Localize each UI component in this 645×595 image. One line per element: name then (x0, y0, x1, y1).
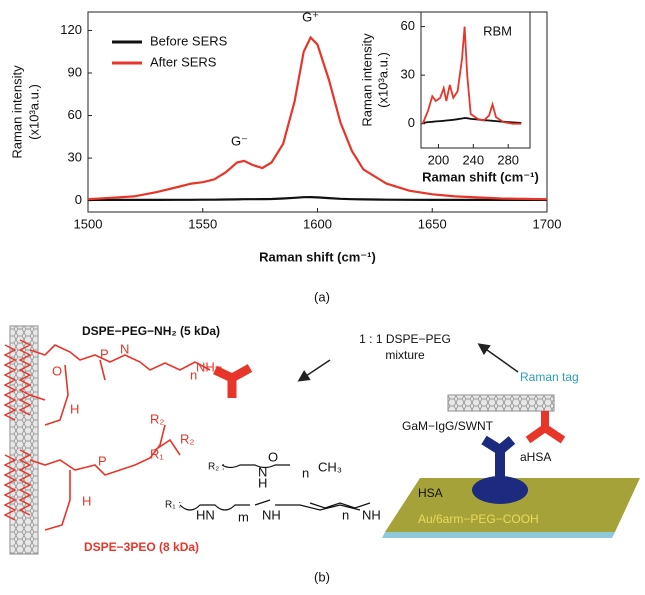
series-line (87, 35, 548, 201)
swnt-tag (447, 394, 555, 412)
plot-frame (420, 11, 531, 149)
swnt-shade (448, 395, 554, 411)
inset-plot: 200 240 280 0 30 60 RBM Raman shift (cm⁻¹) Raman… (359, 11, 539, 184)
series-line (88, 195, 547, 201)
atom-label: n (342, 507, 349, 522)
label: DSPE−PEG−NH₂ (5 kDa) (82, 324, 220, 338)
annotation: G⁻ (231, 133, 248, 148)
label: DSPE−3PEO (8 kDa) (84, 540, 199, 554)
x-tick-label: 280 (497, 152, 519, 167)
atom-label: n (302, 465, 309, 480)
atom-label: H (82, 493, 91, 508)
antibody (213, 364, 253, 398)
x-tick-label: 1700 (533, 216, 562, 231)
annotation: G⁺ (302, 9, 319, 24)
atom-label: m (238, 509, 249, 524)
label: Au/6arm−PEG−COOH (418, 512, 539, 526)
label: mixture (385, 348, 425, 362)
label: aHSA (520, 450, 551, 464)
inset-title: RBM (483, 23, 512, 38)
legend-label: Before SERS (150, 33, 228, 48)
lipid-tails (3, 339, 32, 521)
x-axis-label: Raman shift (cm⁻¹) (259, 249, 376, 264)
label: R₁ : (165, 500, 181, 511)
atom-label: CH₃ (318, 459, 342, 474)
y-axis-label: Raman intensity (9, 65, 24, 159)
label: Raman tag (520, 370, 579, 384)
y-tick-label: 60 (401, 18, 415, 33)
y-tick-label: 0 (75, 192, 82, 207)
y-axis-label: (x10³a.u.) (375, 52, 390, 108)
diagram-labels: DSPE−PEG−NH₂ (5 kDa) 1 : 1 DSPE−PEG mixt… (82, 324, 579, 554)
y-axis-label: (x10³a.u.) (26, 84, 41, 140)
label: GaM−IgG/SWNT (402, 419, 494, 433)
atom-label: NH (362, 507, 381, 522)
atom-label: R₁ (150, 446, 164, 461)
diagram (3, 325, 640, 555)
y-axis-label: Raman intensity (359, 33, 374, 127)
caption: (a) (314, 289, 330, 304)
x-tick-label: 1650 (418, 216, 447, 231)
peo-bonds (179, 464, 371, 511)
atom-label: N (258, 464, 267, 479)
arrow (297, 359, 331, 382)
y-tick-label: 60 (68, 107, 82, 122)
atom-label: P (100, 346, 109, 361)
atom-label: NH− (196, 359, 222, 374)
plots: 1500 1550 1600 1650 1700 0 30 60 90 120 Raman shif… (9, 9, 561, 264)
atom-label: R₂ (180, 431, 194, 446)
x-axis-label: Raman shift (cm⁻¹) (422, 169, 539, 184)
series-line (421, 26, 522, 125)
y-tick-label: 30 (68, 150, 82, 165)
atom-label: HN (196, 507, 215, 522)
antibody (481, 435, 516, 478)
y-tick-label: 120 (60, 22, 82, 37)
atom-label: n (190, 367, 197, 382)
y-tick-label: 90 (68, 64, 82, 79)
substrate-edge (382, 532, 615, 538)
substrate (385, 478, 640, 532)
atom-label: P (98, 453, 107, 468)
x-tick-label: 240 (462, 152, 484, 167)
x-tick-label: 1500 (74, 216, 103, 231)
y-tick-label: 30 (401, 67, 415, 82)
molecule-bonds (29, 344, 211, 531)
hsa (472, 476, 528, 504)
atom-label: H (258, 475, 267, 490)
atom-label: NH (262, 507, 281, 522)
x-tick-label: 200 (428, 152, 450, 167)
atom-label: O (268, 449, 278, 464)
atom-label: O (52, 363, 62, 378)
nanotube-shade (10, 326, 38, 554)
atom-label: N (120, 341, 129, 356)
legend-label: After SERS (150, 54, 217, 69)
atom-label: H (70, 401, 79, 416)
antibody (525, 411, 566, 444)
caption: (b) (314, 569, 330, 584)
nanotube (9, 325, 39, 555)
x-tick-label: 1550 (188, 216, 217, 231)
label: R₂ : (208, 462, 225, 473)
y-tick-label: 0 (408, 115, 415, 130)
arrow (477, 343, 519, 373)
atom-label: R₂ (150, 411, 164, 426)
x-tick-label: 1600 (303, 216, 332, 231)
label: HSA (418, 486, 443, 500)
series-line (422, 117, 522, 124)
label: 1 : 1 DSPE−PEG (359, 332, 451, 346)
